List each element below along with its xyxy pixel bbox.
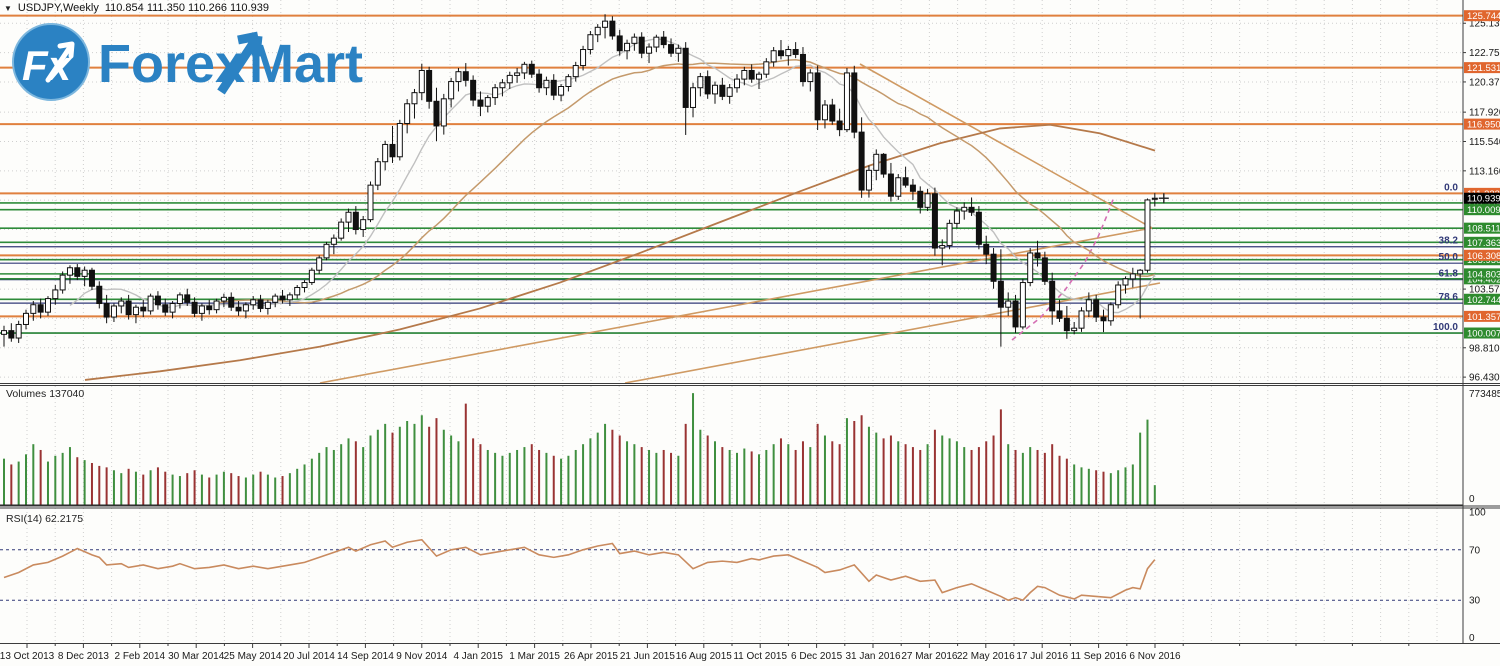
svg-text:27 Mar 2016: 27 Mar 2016 <box>901 651 958 662</box>
grid-lines <box>0 0 1463 643</box>
svg-text:22 May 2016: 22 May 2016 <box>957 651 1015 662</box>
svg-text:8 Dec 2013: 8 Dec 2013 <box>58 651 110 662</box>
svg-text:9 Nov 2014: 9 Nov 2014 <box>396 651 448 662</box>
svg-text:100.0: 100.0 <box>1433 322 1458 333</box>
volume-bars <box>0 393 1463 506</box>
svg-text:107.363: 107.363 <box>1467 238 1500 249</box>
svg-text:98.810: 98.810 <box>1469 343 1500 354</box>
rsi-panel-label: RSI(14) 62.2175 <box>6 513 84 525</box>
chart-title-bar: ▼ USDJPY,Weekly 110.854 111.350 110.266 … <box>4 2 269 14</box>
svg-text:125.744: 125.744 <box>1467 11 1500 22</box>
svg-text:104.803: 104.803 <box>1467 269 1500 280</box>
svg-text:6 Nov 2016: 6 Nov 2016 <box>1129 651 1181 662</box>
svg-text:0.0: 0.0 <box>1444 182 1458 193</box>
symbol-timeframe-label: USDJPY,Weekly <box>17 2 99 14</box>
svg-text:4 Jan 2015: 4 Jan 2015 <box>453 651 503 662</box>
svg-text:102.744: 102.744 <box>1467 295 1500 306</box>
svg-text:110.009: 110.009 <box>1467 205 1500 216</box>
svg-text:70: 70 <box>1469 545 1481 556</box>
svg-text:17 Jul 2016: 17 Jul 2016 <box>1016 651 1068 662</box>
svg-text:38.2: 38.2 <box>1439 236 1459 247</box>
volume-panel-label: Volumes 137040 <box>6 388 85 400</box>
support-resistance-green-lines <box>0 202 1463 334</box>
svg-text:21 Jun 2015: 21 Jun 2015 <box>620 651 675 662</box>
logo-text-left: Forex <box>98 34 245 94</box>
svg-text:110.559: 110.559 <box>1467 198 1500 209</box>
svg-text:100: 100 <box>1469 508 1486 519</box>
ma-long-line <box>84 123 1156 381</box>
svg-text:125.130: 125.130 <box>1469 19 1500 30</box>
svg-text:100.007: 100.007 <box>1467 329 1500 340</box>
svg-text:113.160: 113.160 <box>1469 166 1500 177</box>
svg-text:11 Sep 2016: 11 Sep 2016 <box>1071 651 1127 662</box>
svg-text:120.370: 120.370 <box>1469 77 1500 88</box>
svg-text:1 Mar 2015: 1 Mar 2015 <box>509 651 560 662</box>
svg-text:121.531: 121.531 <box>1467 63 1500 74</box>
svg-text:122.750: 122.750 <box>1469 48 1500 59</box>
svg-text:25 May 2014: 25 May 2014 <box>224 651 282 662</box>
panel-borders <box>0 0 1500 644</box>
key-level-orange-lines <box>0 14 1463 318</box>
svg-text:50.0: 50.0 <box>1439 252 1459 263</box>
date-axis[interactable]: 13 Oct 2013 8 Dec 2013 2 Feb 2014 30 Mar 20… <box>0 643 1410 663</box>
logo-text-right: Mart <box>249 34 363 94</box>
svg-text:103.570: 103.570 <box>1469 285 1500 296</box>
forexmart-logo: Fx Forex Mart <box>6 18 376 113</box>
svg-text:11 Oct 2015: 11 Oct 2015 <box>733 651 787 662</box>
logo-wordmark: Forex Mart <box>98 31 363 95</box>
logo-circle: Fx <box>12 23 90 101</box>
rsi-indicator <box>0 538 1463 602</box>
svg-text:26 Apr 2015: 26 Apr 2015 <box>564 651 618 662</box>
current-price-marker-icon <box>1158 193 1169 204</box>
price-axis[interactable]: 125.130 122.750 120.370 117.920 115.540 113.1… <box>1463 19 1500 644</box>
svg-text:116.950: 116.950 <box>1467 120 1500 131</box>
symbol-dropdown-arrow[interactable]: ▼ <box>4 3 12 13</box>
svg-text:61.8: 61.8 <box>1439 269 1459 280</box>
svg-text:30 Mar 2014: 30 Mar 2014 <box>168 651 225 662</box>
svg-text:6 Dec 2015: 6 Dec 2015 <box>791 651 843 662</box>
svg-text:0: 0 <box>1469 494 1475 505</box>
logo-circle-arrow-icon <box>45 41 75 83</box>
svg-text:20 Jul 2014: 20 Jul 2014 <box>283 651 335 662</box>
fibonacci-level-labels: 0.0 38.2 50.0 61.8 78.6 100.0 <box>1433 182 1458 333</box>
svg-text:2 Feb 2014: 2 Feb 2014 <box>114 651 165 662</box>
svg-text:115.540: 115.540 <box>1469 137 1500 148</box>
svg-text:96.430: 96.430 <box>1469 373 1500 384</box>
svg-text:14 Sep 2014: 14 Sep 2014 <box>337 651 394 662</box>
ohlc-values: 110.854 111.350 110.266 110.939 <box>104 2 269 14</box>
svg-text:110.939: 110.939 <box>1467 194 1500 205</box>
svg-text:117.920: 117.920 <box>1469 108 1500 119</box>
svg-text:31 Jan 2016: 31 Jan 2016 <box>845 651 900 662</box>
svg-text:773485: 773485 <box>1469 389 1500 400</box>
svg-text:101.357: 101.357 <box>1467 312 1500 323</box>
svg-text:0: 0 <box>1469 633 1475 644</box>
svg-text:108.511: 108.511 <box>1467 224 1500 235</box>
price-axis-badges: 110.559105.950104.402125.744121.531116.9… <box>1464 10 1500 340</box>
svg-text:104.402: 104.402 <box>1467 274 1500 285</box>
svg-text:78.6: 78.6 <box>1439 292 1459 303</box>
candlesticks <box>1 14 1158 347</box>
svg-text:30: 30 <box>1469 596 1481 607</box>
svg-text:13 Oct 2013: 13 Oct 2013 <box>0 651 55 662</box>
logo-wordmark-arrow-icon <box>217 31 263 95</box>
svg-text:106.308: 106.308 <box>1467 251 1500 262</box>
svg-text:16 Aug 2015: 16 Aug 2015 <box>676 651 733 662</box>
